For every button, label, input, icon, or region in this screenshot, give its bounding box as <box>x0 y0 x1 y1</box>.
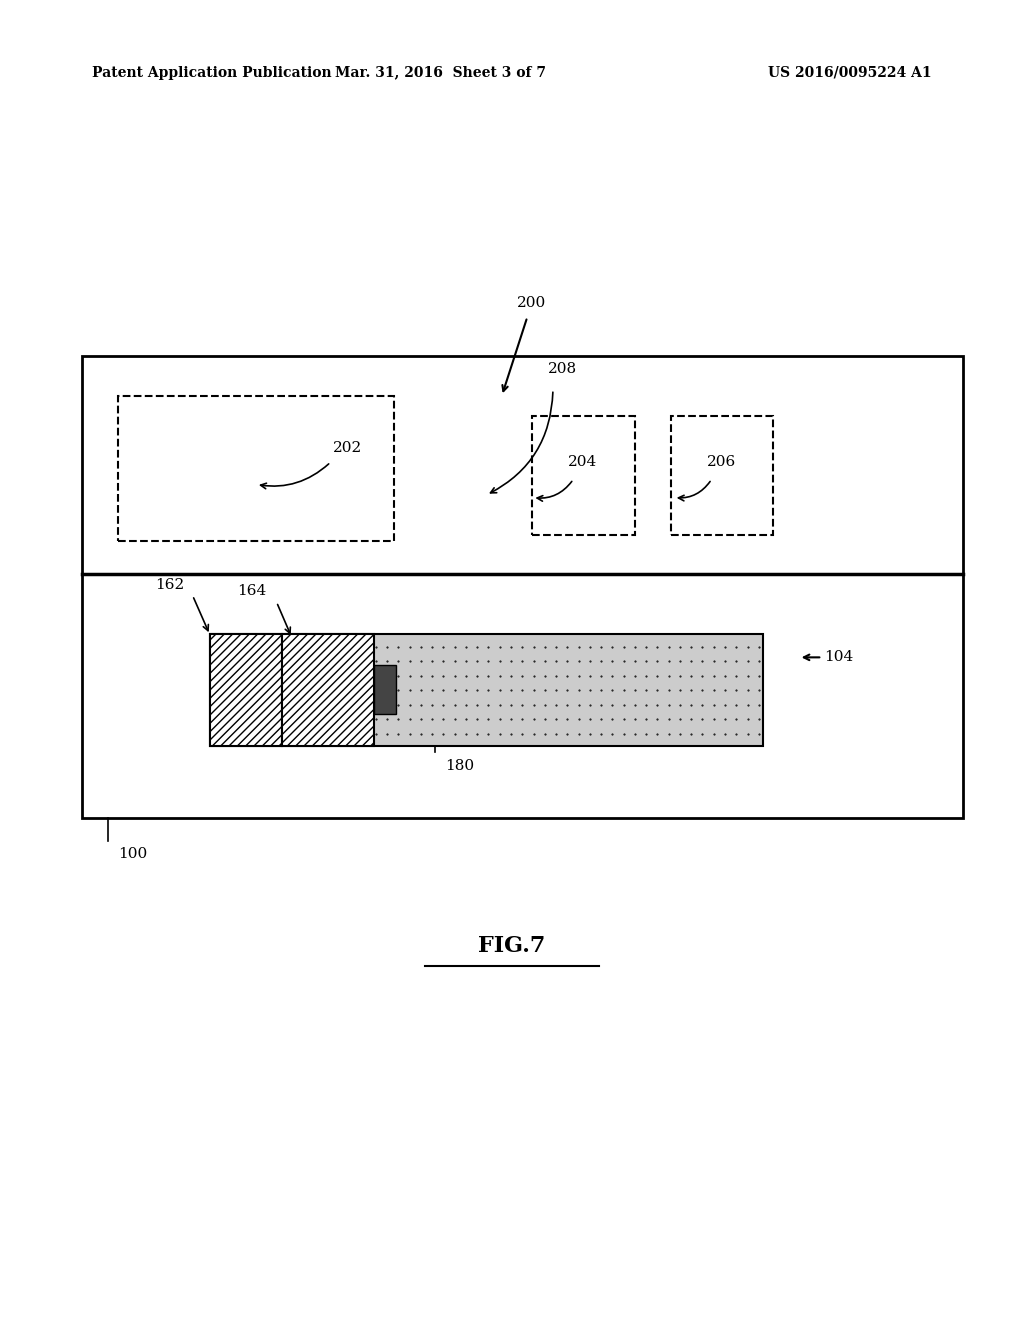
Text: 162: 162 <box>155 578 184 591</box>
Text: FIG.7: FIG.7 <box>478 935 546 957</box>
Bar <box>210 634 763 746</box>
Bar <box>210 634 282 746</box>
Bar <box>374 665 396 714</box>
Bar <box>282 634 374 746</box>
Bar <box>118 396 394 541</box>
Text: 206: 206 <box>707 454 736 469</box>
Text: 202: 202 <box>333 441 362 455</box>
Bar <box>671 416 773 535</box>
Text: Patent Application Publication: Patent Application Publication <box>92 66 332 79</box>
Text: 208: 208 <box>548 362 577 376</box>
Text: 100: 100 <box>118 847 147 862</box>
Text: 104: 104 <box>824 651 854 664</box>
Text: Mar. 31, 2016  Sheet 3 of 7: Mar. 31, 2016 Sheet 3 of 7 <box>335 66 546 79</box>
Bar <box>82 356 963 818</box>
Text: 164: 164 <box>237 585 266 598</box>
Text: US 2016/0095224 A1: US 2016/0095224 A1 <box>768 66 932 79</box>
Bar <box>532 416 635 535</box>
Text: 204: 204 <box>568 454 598 469</box>
Text: 200: 200 <box>517 296 547 310</box>
Text: 180: 180 <box>445 759 474 774</box>
